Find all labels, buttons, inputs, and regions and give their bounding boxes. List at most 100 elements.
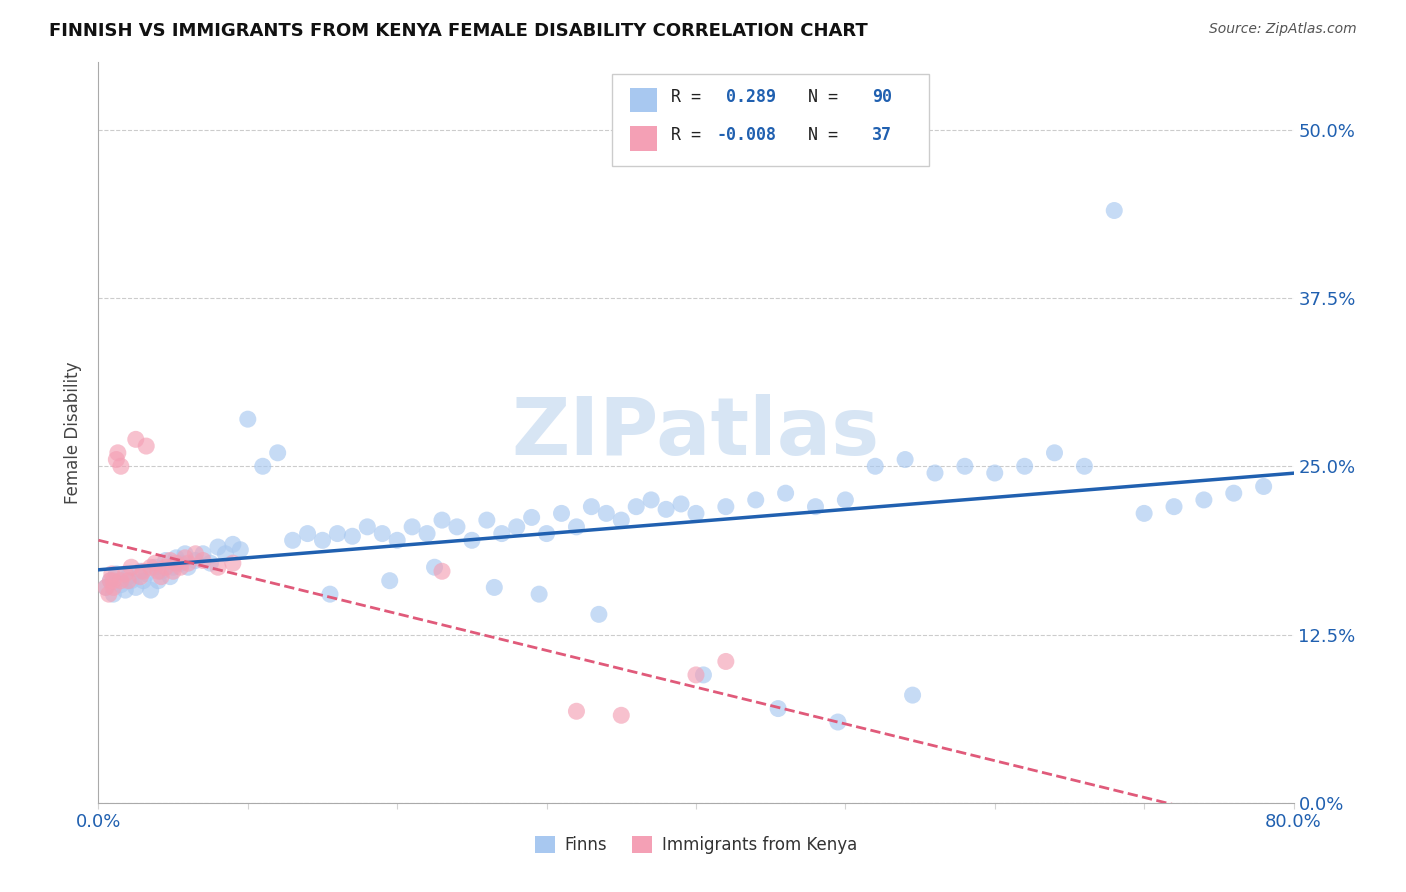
Legend: Finns, Immigrants from Kenya: Finns, Immigrants from Kenya xyxy=(527,830,865,861)
Point xyxy=(159,569,181,583)
Point xyxy=(98,574,122,588)
Point xyxy=(105,566,128,581)
Point xyxy=(865,459,887,474)
Point xyxy=(775,486,797,500)
Point xyxy=(117,569,139,583)
Point xyxy=(94,581,117,595)
Point xyxy=(1253,479,1275,493)
Text: 0.289: 0.289 xyxy=(716,88,776,106)
Point xyxy=(94,581,117,595)
Point xyxy=(595,507,617,521)
Point xyxy=(174,550,197,565)
Point xyxy=(527,587,550,601)
Point xyxy=(640,492,662,507)
Point xyxy=(105,452,128,467)
Point xyxy=(107,446,129,460)
Point xyxy=(401,520,423,534)
Point xyxy=(150,569,173,583)
Point xyxy=(159,553,181,567)
Point xyxy=(125,433,148,447)
Point xyxy=(1073,459,1095,474)
Point xyxy=(103,581,125,595)
Point xyxy=(222,556,245,570)
Point xyxy=(114,566,136,581)
Point xyxy=(184,553,207,567)
Point xyxy=(685,668,707,682)
Point xyxy=(1014,459,1036,474)
Point xyxy=(766,701,789,715)
Point xyxy=(103,587,125,601)
Point xyxy=(416,526,439,541)
Point xyxy=(371,526,394,541)
Point xyxy=(103,574,125,588)
Point xyxy=(252,459,274,474)
Point xyxy=(98,574,122,588)
Point xyxy=(177,556,200,570)
Point xyxy=(162,560,184,574)
Point xyxy=(610,513,633,527)
Point xyxy=(129,564,152,578)
Text: Source: ZipAtlas.com: Source: ZipAtlas.com xyxy=(1209,22,1357,37)
Point xyxy=(110,578,132,592)
Point xyxy=(1104,203,1126,218)
Point xyxy=(385,533,409,548)
Point xyxy=(207,560,229,574)
Point xyxy=(745,492,768,507)
Text: ZIPatlas: ZIPatlas xyxy=(512,393,880,472)
Point xyxy=(222,537,245,551)
Point xyxy=(1043,446,1066,460)
Point xyxy=(97,587,120,601)
Point xyxy=(165,556,187,570)
Point xyxy=(135,439,157,453)
Text: R =: R = xyxy=(671,88,711,106)
Point xyxy=(150,564,173,578)
Point xyxy=(692,668,714,682)
Point xyxy=(143,556,166,570)
Point xyxy=(120,560,142,574)
Text: N =: N = xyxy=(787,88,848,106)
Point xyxy=(281,533,304,548)
Point xyxy=(326,526,349,541)
Point xyxy=(484,581,506,595)
Point xyxy=(491,526,513,541)
Point xyxy=(536,526,558,541)
FancyBboxPatch shape xyxy=(613,73,929,166)
Point xyxy=(356,520,378,534)
Point xyxy=(110,574,132,588)
Point xyxy=(827,714,849,729)
Point xyxy=(685,507,707,521)
Point xyxy=(148,574,170,588)
Point xyxy=(169,556,191,570)
Point xyxy=(155,560,177,574)
Point xyxy=(475,513,498,527)
Point xyxy=(1133,507,1156,521)
Point xyxy=(139,583,162,598)
Text: N =: N = xyxy=(787,126,848,145)
Point xyxy=(184,547,207,561)
Point xyxy=(588,607,610,622)
Point xyxy=(430,564,453,578)
Point xyxy=(267,446,290,460)
Point xyxy=(953,459,976,474)
Point xyxy=(669,497,692,511)
Point xyxy=(101,566,124,581)
Point xyxy=(177,560,200,574)
Point xyxy=(207,540,229,554)
Point xyxy=(1192,492,1215,507)
Point xyxy=(129,569,152,583)
Text: 37: 37 xyxy=(872,126,891,145)
Point xyxy=(174,547,197,561)
Point xyxy=(114,583,136,598)
Point xyxy=(901,688,924,702)
Point xyxy=(461,533,484,548)
Point xyxy=(520,510,543,524)
Point xyxy=(655,502,678,516)
Point xyxy=(714,655,737,669)
Point xyxy=(804,500,827,514)
Point xyxy=(714,500,737,514)
FancyBboxPatch shape xyxy=(630,88,657,112)
Point xyxy=(143,560,166,574)
Point xyxy=(378,574,401,588)
Point xyxy=(229,542,252,557)
FancyBboxPatch shape xyxy=(630,127,657,151)
